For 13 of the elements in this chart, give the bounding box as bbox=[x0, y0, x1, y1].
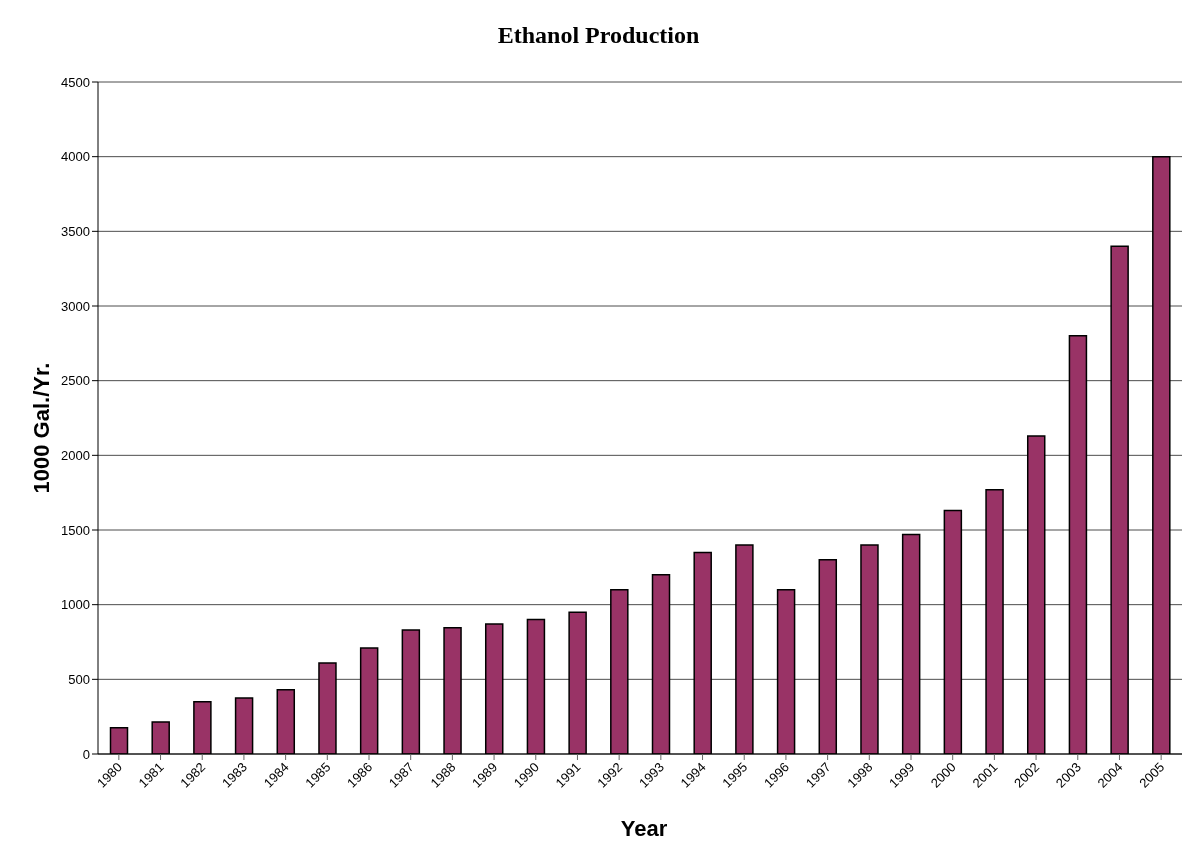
y-tick-label: 4000 bbox=[61, 149, 90, 165]
y-tick-label: 2500 bbox=[61, 373, 90, 389]
x-axis-title: Year bbox=[619, 816, 669, 842]
y-tick-label: 1000 bbox=[61, 597, 90, 613]
y-tick-label: 3500 bbox=[61, 223, 90, 239]
y-tick-label: 1500 bbox=[61, 522, 90, 538]
y-tick-label: 500 bbox=[68, 671, 90, 687]
y-tick-label: 4500 bbox=[61, 74, 90, 90]
chart-title: Ethanol Production bbox=[496, 22, 701, 49]
y-tick-label: 0 bbox=[82, 746, 90, 762]
y-tick-label: 3000 bbox=[61, 298, 90, 314]
y-axis-title: 1000 Gal./Yr. bbox=[29, 362, 55, 494]
y-tick-label: 2000 bbox=[61, 447, 90, 463]
